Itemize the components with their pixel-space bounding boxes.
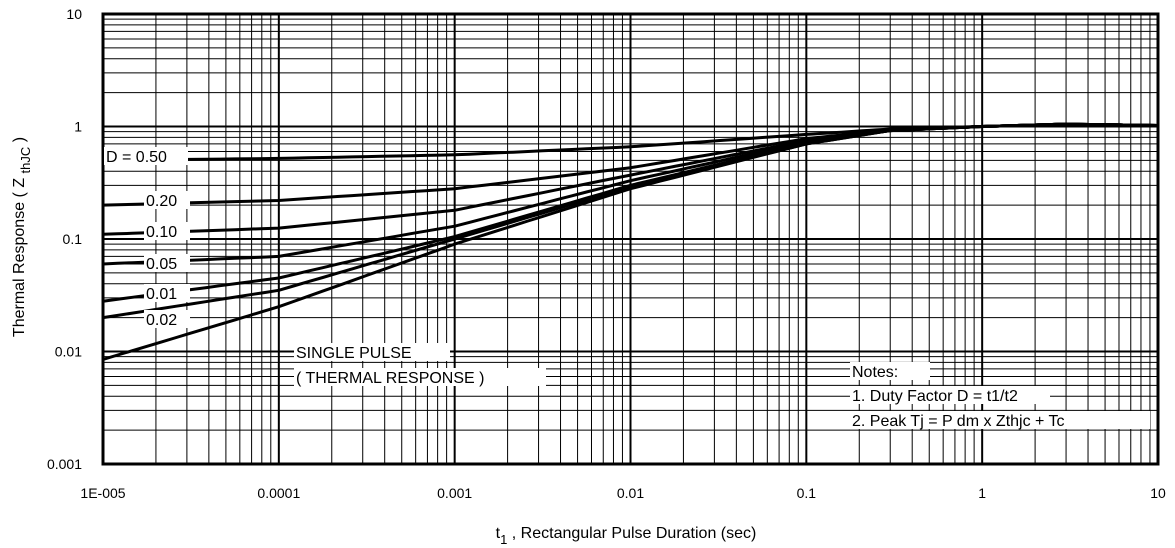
label-d020-text: 0.20 [146,193,177,210]
note-line: Notes: [850,362,930,381]
x-axis-label: t1 , Rectangular Pulse Duration (sec) [496,525,757,547]
label-d050-text: D = 0.50 [106,149,167,166]
tick-labels: 1E-005 0.0001 0.001 0.01 0.1 1 10 0.001 0.01 0.1 1… [47,6,1166,501]
y-tick-label: 1 [74,119,82,135]
label-d050: D = 0.50 [104,147,188,166]
note-bg [850,411,1150,429]
label-single-pulse: SINGLE PULSE [294,343,450,362]
y-tick-label: 0.01 [55,344,82,360]
series-line [102,122,1159,361]
plot-frame [101,12,1160,466]
note-text: 2. Peak Tj = P dm x Zthjc + Tc [852,413,1065,430]
note-line: 1. Duty Factor D = t1/t2 [850,386,1050,405]
y-axis-label: Thermal Response ( Z thJC ) [11,137,33,337]
curves [102,122,1159,361]
label-d005-text: 0.05 [146,256,177,273]
note-text: Notes: [852,364,898,381]
label-d020: 0.20 [144,191,190,210]
note-text: 1. Duty Factor D = t1/t2 [852,388,1018,405]
label-d010: 0.10 [144,222,190,241]
label-thermal-response: ( THERMAL RESPONSE ) [294,368,546,387]
y-tick-label: 0.001 [47,456,82,472]
curve-labels: D = 0.50 0.20 0.10 0.05 0.01 0.02 SINGLE PULSE… [104,147,546,387]
label-single-pulse-text: SINGLE PULSE [296,345,412,362]
x-tick-label: 0.01 [617,485,644,501]
label-thermal-response-text: ( THERMAL RESPONSE ) [296,370,484,387]
x-tick-label: 1E-005 [80,485,125,501]
x-tick-label: 0.001 [437,485,472,501]
label-d002-bg [144,310,190,328]
note-bg [850,362,930,380]
label-d001-bg [144,284,190,302]
label-d005: 0.05 [144,254,190,273]
label-thermal-response-bg [294,368,546,386]
label-d020-bg [144,191,190,209]
x-tick-label: 1 [978,485,986,501]
x-tick-label: 0.0001 [257,485,300,501]
note-bg [850,386,1050,404]
label-d010-bg [144,222,190,240]
x-tick-label: 0.1 [797,485,817,501]
x-tick-label: 10 [1150,485,1166,501]
y-tick-label: 10 [66,6,82,22]
notes: Notes: 1. Duty Factor D = t1/t2 2. Peak Tj… [850,362,1150,430]
y-tick-label: 0.1 [63,231,83,247]
label-d005-bg [144,254,190,272]
label-d010-text: 0.10 [146,224,177,241]
note-line: 2. Peak Tj = P dm x Zthjc + Tc [850,411,1150,430]
label-d002: 0.02 [144,310,190,329]
label-d001: 0.01 [144,284,190,303]
label-single-pulse-bg [294,343,450,361]
label-d050-bg [104,147,188,165]
label-d002-text: 0.02 [146,312,177,329]
label-d001-text: 0.01 [146,286,177,303]
